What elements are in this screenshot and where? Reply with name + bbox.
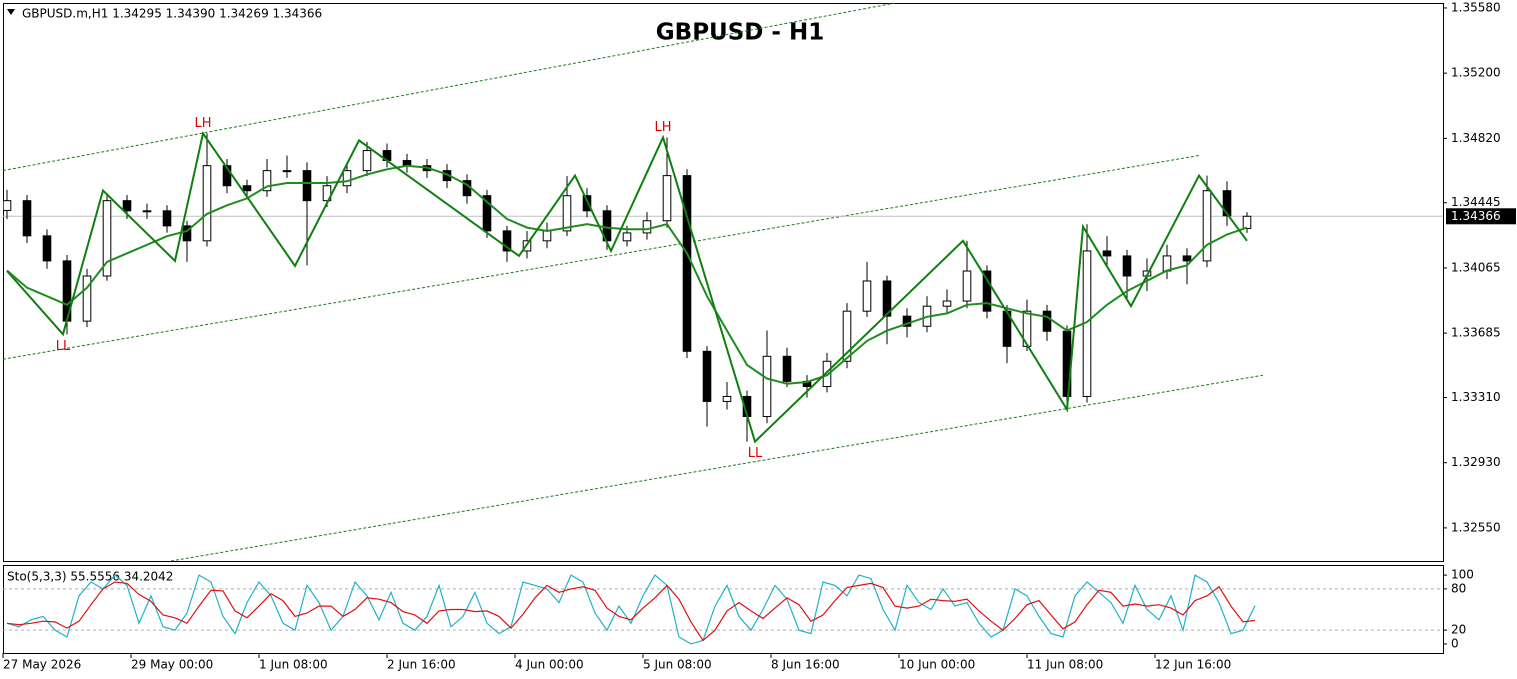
candle-body xyxy=(342,170,352,187)
y-tick-label: 1.34445 xyxy=(1451,195,1501,209)
x-tick-label: 11 Jun 08:00 xyxy=(1027,658,1103,672)
candle-body xyxy=(202,165,212,242)
y-tick-label: 1.35200 xyxy=(1451,66,1501,80)
x-tick-label: 10 Jun 00:00 xyxy=(899,658,975,672)
y-tick-label: 1.33685 xyxy=(1451,326,1501,340)
candle-body xyxy=(1222,190,1232,217)
stochastic-plot xyxy=(3,574,1443,645)
candle-body xyxy=(1242,215,1252,229)
candle-body xyxy=(502,230,512,252)
candle-body xyxy=(622,232,632,242)
y-tick-label: 80 xyxy=(1451,581,1466,595)
candle-body xyxy=(482,195,492,232)
candle-body xyxy=(1102,250,1112,257)
candle-body xyxy=(1162,255,1172,272)
candle-body xyxy=(842,310,852,362)
y-tick-label: 1.34820 xyxy=(1451,131,1501,145)
candle-body xyxy=(542,230,552,242)
candle-body xyxy=(182,225,192,242)
candle-body xyxy=(322,185,332,202)
menu-triangle[interactable] xyxy=(7,9,15,15)
x-tick-label: 12 Jun 16:00 xyxy=(1155,658,1231,672)
y-tick-label: 1.34065 xyxy=(1451,260,1501,274)
candle-body xyxy=(962,270,972,302)
y-tick-label: 1.35580 xyxy=(1451,0,1501,14)
candle-body xyxy=(42,235,52,262)
current-price-label: 1.34366 xyxy=(1451,209,1501,223)
y-tick-label: 0 xyxy=(1451,636,1459,650)
y-tick-label: 100 xyxy=(1451,568,1474,582)
candle-body xyxy=(782,355,792,382)
candle-body xyxy=(242,185,252,192)
oscillator-line xyxy=(6,581,1256,642)
candle-body xyxy=(682,175,692,352)
y-tick-label: 1.32550 xyxy=(1451,520,1501,534)
candle-body xyxy=(122,200,132,212)
candle-body xyxy=(722,395,732,402)
current-price-box xyxy=(1446,208,1516,225)
candle-body xyxy=(982,270,992,312)
candle-body xyxy=(362,150,372,172)
swing-label: LL xyxy=(748,446,763,461)
main-plot: LL LH LH LL xyxy=(3,3,1443,561)
y-tick-label: 1.32930 xyxy=(1451,455,1501,469)
x-tick-label: 5 Jun 08:00 xyxy=(643,658,712,672)
candle-body xyxy=(582,195,592,212)
candle-body xyxy=(762,355,772,418)
candle-body xyxy=(142,210,152,213)
candle-body xyxy=(282,170,292,173)
x-tick-label: 29 May 00:00 xyxy=(131,658,213,672)
candle-body xyxy=(902,315,912,327)
candle-body xyxy=(262,170,272,192)
candle-body xyxy=(22,200,32,237)
main-panel-frame xyxy=(3,3,1444,562)
candle-body xyxy=(702,350,712,402)
y-tick-label: 20 xyxy=(1451,623,1466,637)
x-tick-label: 4 Jun 00:00 xyxy=(515,658,584,672)
candle-body xyxy=(1042,310,1052,332)
y-tick-label: 1.33310 xyxy=(1451,390,1501,404)
swing-label: LH xyxy=(194,116,211,131)
candle-body xyxy=(222,165,232,187)
channel-line xyxy=(3,3,896,172)
swing-label: LH xyxy=(654,120,671,135)
channel-line xyxy=(3,155,1200,360)
stochastic-label: Sto(5,3,3) 55.5556 34.2042 xyxy=(7,570,173,584)
x-tick-label: 1 Jun 08:00 xyxy=(259,658,328,672)
indicator-line xyxy=(6,130,1248,444)
candle-body xyxy=(3,200,12,211)
stochastic-panel-frame xyxy=(3,565,1444,654)
candle-body xyxy=(662,175,672,222)
candle-body xyxy=(82,275,92,322)
indicator-line xyxy=(6,164,1248,385)
x-tick-label: 27 May 2026 xyxy=(3,658,81,672)
x-tick-label: 8 Jun 16:00 xyxy=(771,658,840,672)
candle-body xyxy=(1182,255,1192,262)
candle-body xyxy=(1202,190,1212,262)
candle-body xyxy=(162,210,172,227)
candle-body xyxy=(862,280,872,312)
candle-body xyxy=(942,300,952,307)
oscillator-line xyxy=(6,574,1256,645)
swing-label: LL xyxy=(56,339,71,354)
candle-body xyxy=(302,170,312,202)
candle-body xyxy=(1122,255,1132,277)
candle-body xyxy=(562,195,572,232)
chart-title: GBPUSD - H1 xyxy=(656,20,824,46)
symbol-header: GBPUSD.m,H1 1.34295 1.34390 1.34269 1.34… xyxy=(22,7,322,21)
x-tick-label: 2 Jun 16:00 xyxy=(387,658,456,672)
candle-body xyxy=(642,220,652,234)
candle-body xyxy=(102,200,112,277)
candle-body xyxy=(882,280,892,317)
